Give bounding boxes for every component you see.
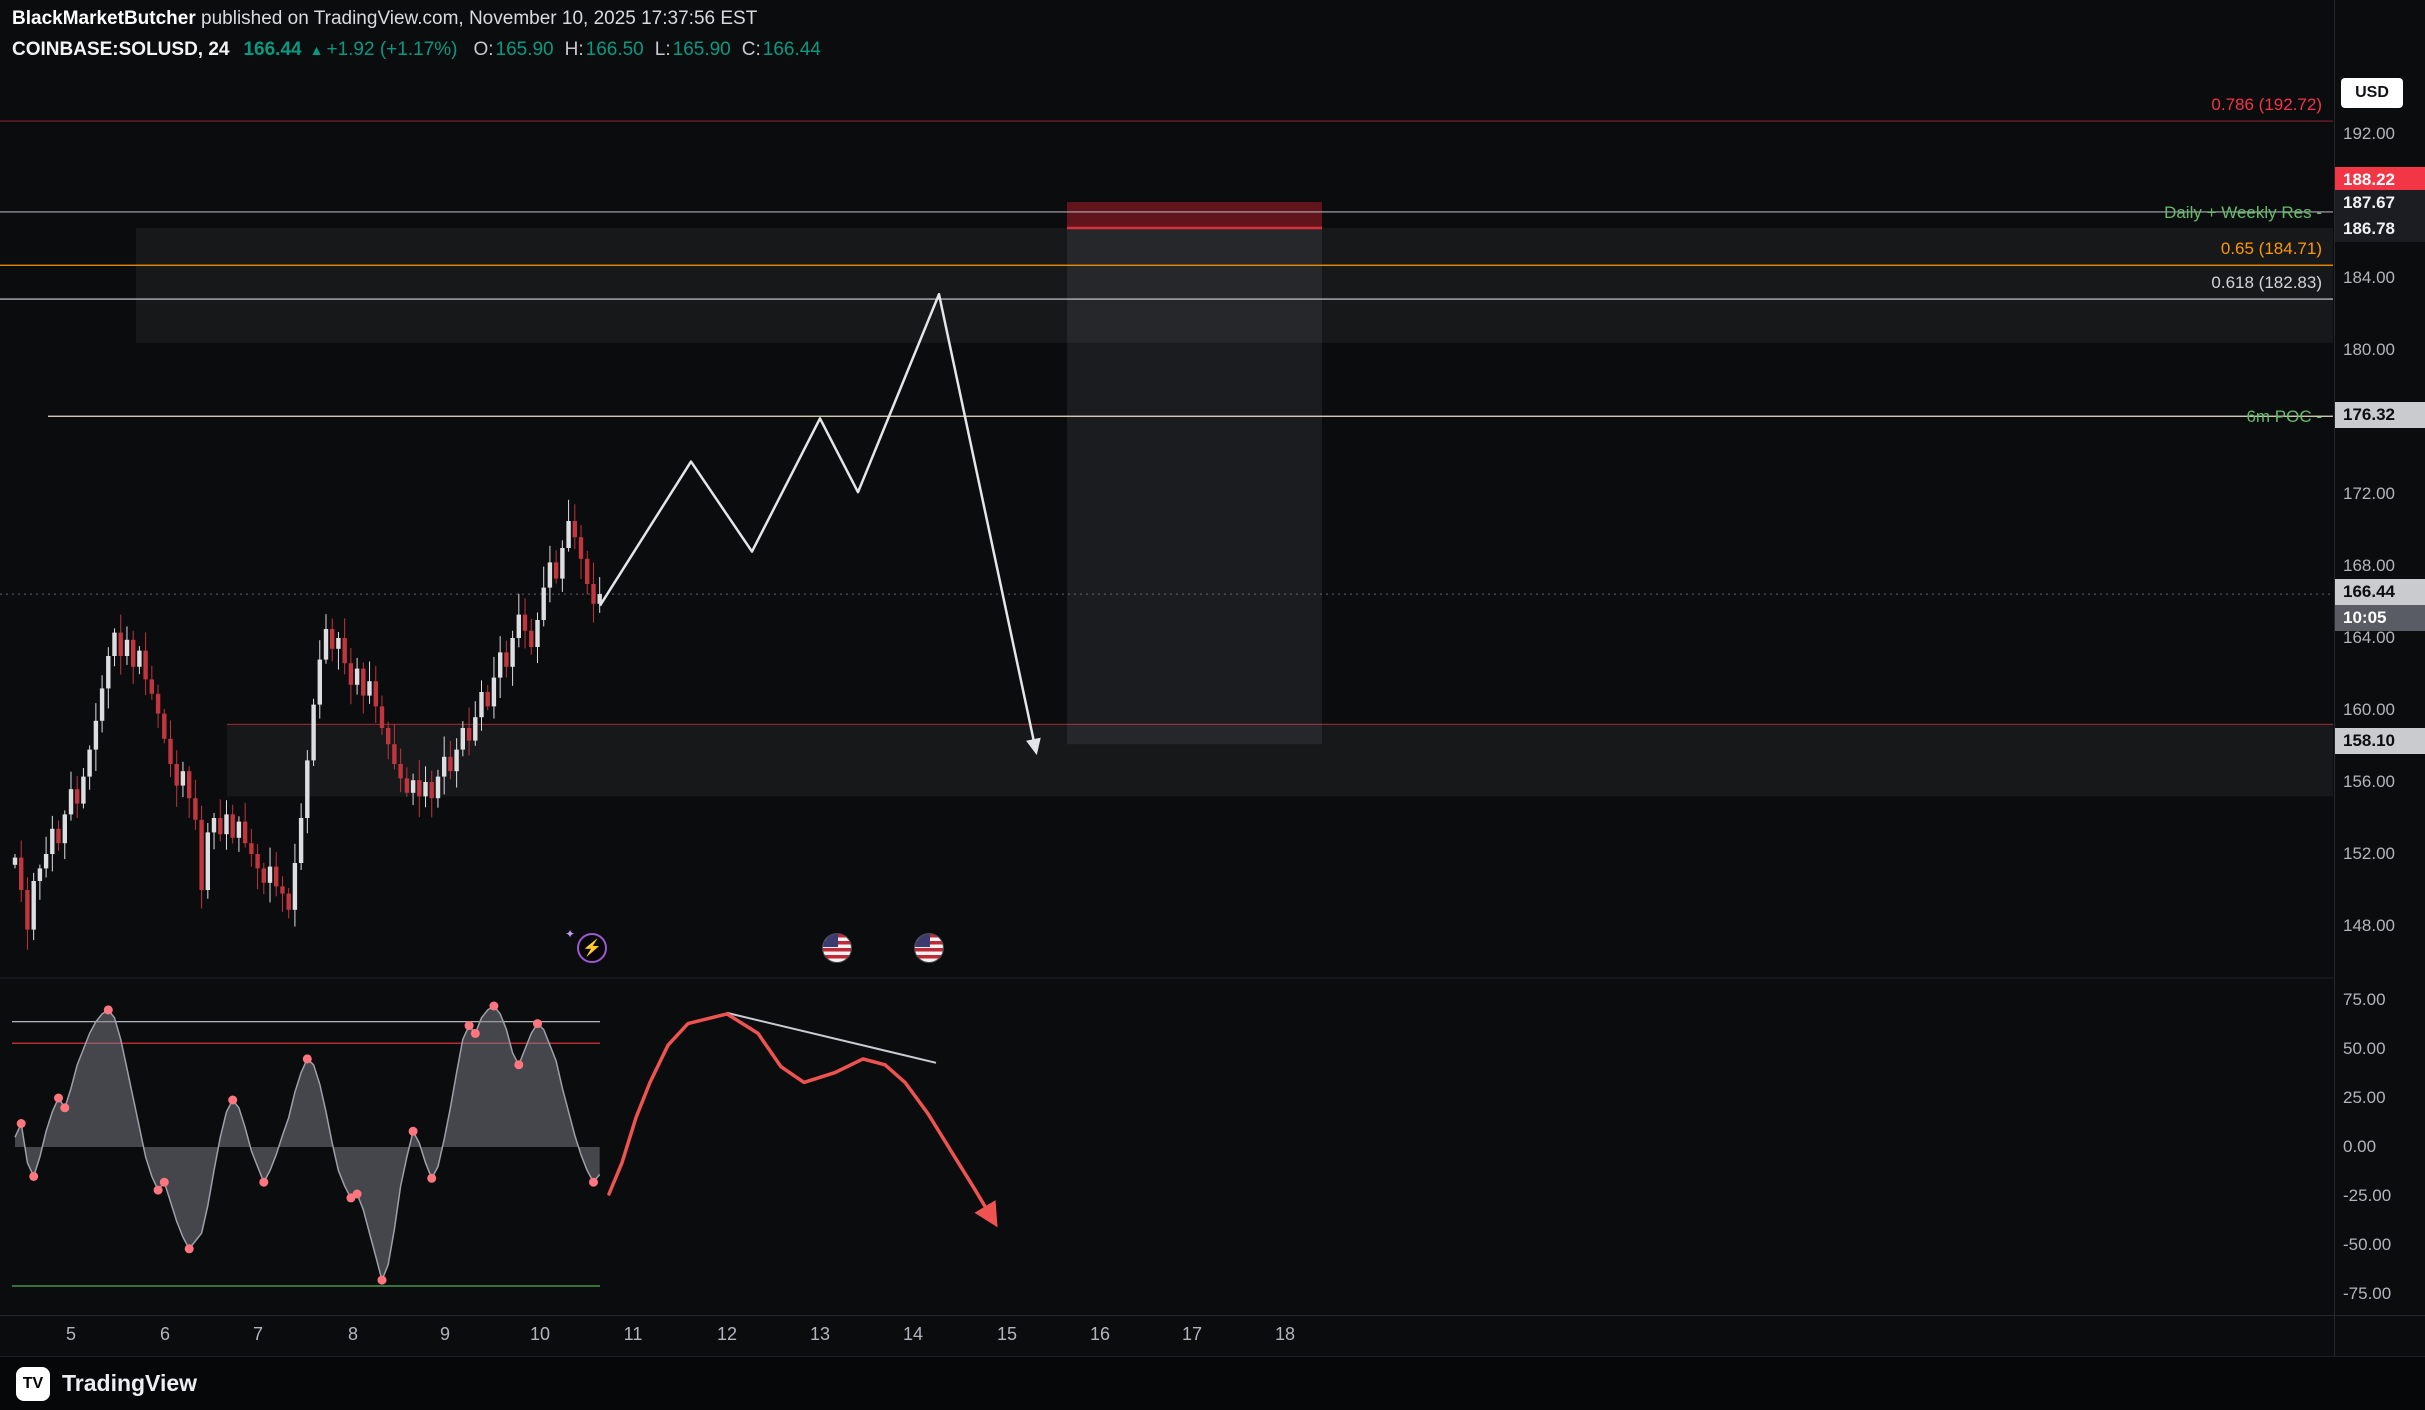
ohlc-open: O: 165.90 <box>473 39 554 60</box>
time-axis-label: 5 <box>65 1324 77 1344</box>
time-axis-label: 7 <box>252 1324 264 1344</box>
supply-zone <box>136 227 2333 343</box>
price-axis[interactable]: USD 192.00 184.00 180.00 172.00 168.00 164.00… <box>2334 0 2425 1356</box>
time-axis-label: 8 <box>347 1324 359 1344</box>
price-label-chip: 166.44 <box>2335 579 2425 605</box>
price-tick: 180.00 <box>2343 340 2395 359</box>
oscillator-peak-dot <box>589 1177 598 1187</box>
price-label-chip: 187.67 <box>2335 190 2425 216</box>
price-tick: -50.00 <box>2343 1234 2392 1254</box>
oscillator-peak-dot <box>377 1275 387 1285</box>
price-change: +1.92 (+1.17%) <box>326 39 458 60</box>
oscillator-peak-dot <box>352 1189 362 1199</box>
level-label: 0.618 (182.83) <box>2211 273 2322 292</box>
price-tick: 172.00 <box>2343 484 2395 503</box>
oscillator-peak-dot <box>60 1103 70 1113</box>
byline: BlackMarketButcher published on TradingV… <box>12 8 832 30</box>
oscillator-peak-dot <box>489 1001 499 1011</box>
projection-path-drawing[interactable] <box>598 292 1041 756</box>
oscillator-peak-dot <box>29 1171 39 1181</box>
red-brush-drawing[interactable] <box>607 1012 998 1228</box>
oscillator-peak-dot <box>533 1019 542 1029</box>
price-tick: 156.00 <box>2343 772 2395 791</box>
chart-header: BlackMarketButcher published on TradingV… <box>12 8 832 61</box>
change-up-arrow-icon: ▲ <box>309 42 324 58</box>
price-label-chip: 158.10 <box>2335 728 2425 754</box>
oscillator-peak-dot <box>153 1185 163 1195</box>
oscillator-peak-dot <box>514 1060 524 1070</box>
level-label: 0.65 (184.71) <box>2221 239 2322 258</box>
currency-toggle-button[interactable]: USD <box>2341 78 2403 108</box>
level-label: Daily + Weekly Res - <box>2164 203 2322 222</box>
level-label: 0.786 (192.72) <box>2211 95 2322 114</box>
time-axis-label: 17 <box>1181 1324 1203 1344</box>
price-tick: 148.00 <box>2343 916 2395 935</box>
oscillator-peak-dot <box>159 1177 169 1187</box>
price-tick: -75.00 <box>2343 1283 2392 1303</box>
level-label: 6m POC - <box>2246 407 2322 426</box>
published-text: published on TradingView.com, November 1… <box>195 8 758 29</box>
price-tick: -25.00 <box>2343 1185 2392 1205</box>
symbol-title[interactable]: COINBASE:SOLUSD, 24 <box>12 39 230 60</box>
footer-bar: TV TradingView <box>0 1356 2425 1410</box>
time-axis[interactable]: 5 6 7 8 9 10 11 12 13 14 15 16 17 18 <box>0 1316 2333 1356</box>
price-label-chip: 176.32 <box>2335 402 2425 428</box>
time-axis-label: 11 <box>623 1324 643 1344</box>
price-label-chip: 186.78 <box>2335 216 2425 242</box>
demand-zone <box>227 723 2333 797</box>
economic-event-lightning-icon[interactable]: ⚡ <box>565 927 607 963</box>
price-tick: 25.00 <box>2343 1088 2386 1108</box>
oscillator-peak-dot <box>302 1054 312 1064</box>
ohlc-low: L: 165.90 <box>654 39 731 60</box>
candlestick-series <box>12 499 602 950</box>
oscillator-peak-dot <box>103 1005 113 1015</box>
time-axis-label: 12 <box>716 1324 738 1344</box>
tradingview-logo-icon[interactable]: TV <box>16 1366 50 1401</box>
ohlc-close: C: 166.44 <box>741 39 821 60</box>
price-label-chip: 188.22 <box>2335 167 2425 193</box>
price-label-chip: 10:05 <box>2335 605 2425 631</box>
oscillator-trendline-drawing[interactable] <box>726 1011 937 1064</box>
ohlc-high: H: 166.50 <box>564 39 644 60</box>
time-axis-label: 16 <box>1089 1324 1111 1344</box>
symbol-legend: COINBASE:SOLUSD, 24 166.44 ▲ +1.92 (+1.17%)… <box>12 39 832 61</box>
time-axis-border <box>0 1315 2425 1316</box>
oscillator-peak-dot <box>54 1093 63 1103</box>
chart-canvas[interactable]: 0.786 (192.72) Daily + Weekly Res - 0.65 (… <box>0 0 2333 1356</box>
oscillator-peak-dot <box>16 1119 26 1128</box>
oscillator-peak-dot <box>427 1173 437 1183</box>
time-axis-label: 15 <box>996 1324 1018 1344</box>
oscillator-area <box>15 1006 600 1281</box>
time-axis-label: 13 <box>809 1324 831 1344</box>
price-tick: 75.00 <box>2343 990 2386 1010</box>
author-name[interactable]: BlackMarketButcher <box>12 8 196 29</box>
time-axis-label: 10 <box>529 1324 551 1344</box>
oscillator-peak-dot <box>228 1095 238 1105</box>
oscillator-peak-dot <box>464 1021 474 1031</box>
price-tick: 184.00 <box>2343 268 2395 287</box>
economic-event-us-flag-icon[interactable] <box>914 933 944 963</box>
price-tick: 192.00 <box>2343 124 2395 143</box>
price-tick: 152.00 <box>2343 844 2395 863</box>
price-tick: 168.00 <box>2343 556 2395 575</box>
time-axis-label: 6 <box>159 1324 171 1344</box>
time-axis-label: 9 <box>439 1324 451 1344</box>
price-tick: 50.00 <box>2343 1039 2386 1059</box>
time-axis-label: 18 <box>1274 1324 1296 1344</box>
oscillator-peak-dot <box>470 1028 480 1038</box>
short-position-box[interactable] <box>1067 202 1322 745</box>
oscillator-peak-dot <box>184 1244 194 1254</box>
price-tick: 164.00 <box>2343 628 2395 647</box>
time-axis-label: 14 <box>902 1324 924 1344</box>
oscillator-peak-dot <box>259 1177 269 1187</box>
legend-last-price: 166.44 <box>243 39 302 60</box>
oscillator-peak-dot <box>408 1126 418 1136</box>
economic-event-us-flag-icon[interactable] <box>822 933 852 963</box>
price-tick: 160.00 <box>2343 700 2395 719</box>
brand-name[interactable]: TradingView <box>62 1370 198 1396</box>
price-tick: 0.00 <box>2343 1137 2377 1156</box>
